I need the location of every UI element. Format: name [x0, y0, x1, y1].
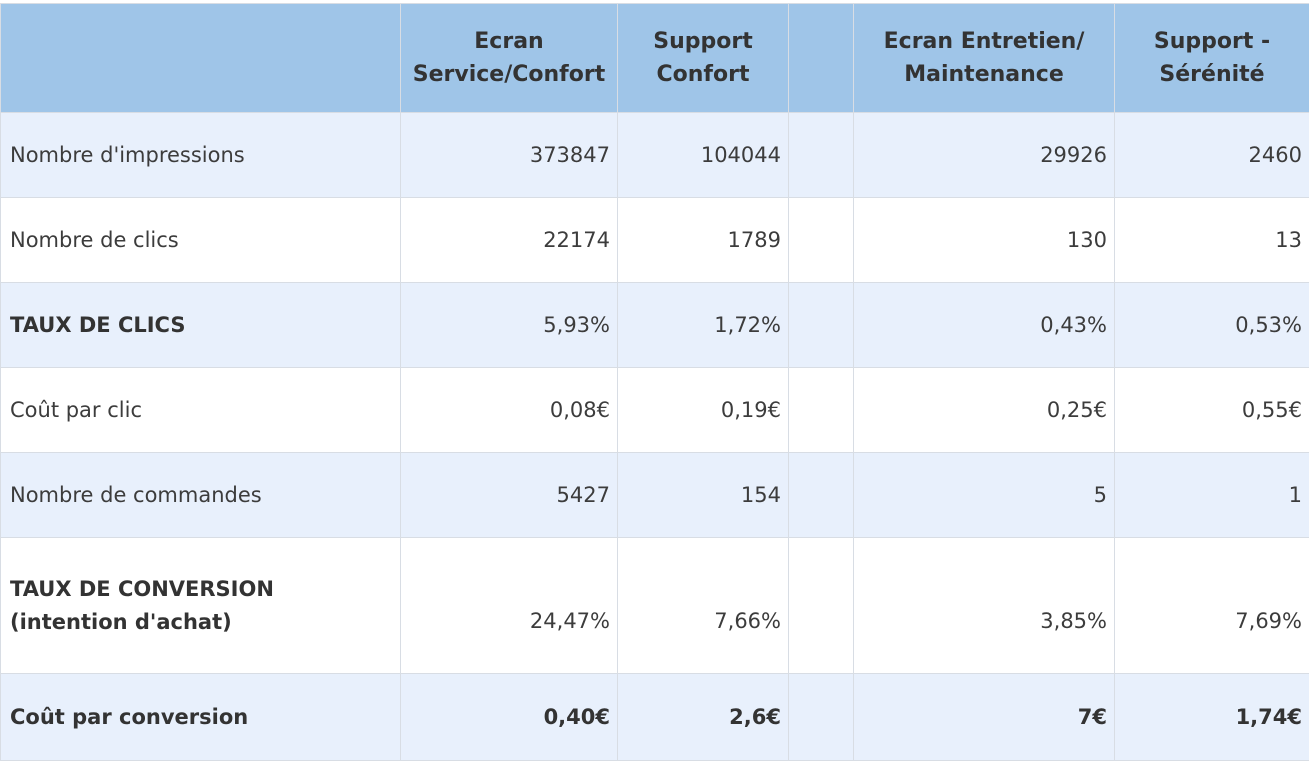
cell-value: 154: [618, 453, 789, 538]
cell-value: 0,55€: [1115, 368, 1309, 453]
row-cout-par-conversion: Coût par conversion 0,40€ 2,6€ 7€ 1,74€: [1, 674, 1309, 761]
row-label: Nombre de clics: [1, 198, 401, 283]
row-commandes: Nombre de commandes 5427 154 5 1: [1, 453, 1309, 538]
cell-value: 1: [1115, 453, 1309, 538]
cell-value: 22174: [401, 198, 618, 283]
row-cout-par-clic: Coût par clic 0,08€ 0,19€ 0,25€ 0,55€: [1, 368, 1309, 453]
cell-value: 0,40€: [401, 674, 618, 761]
cell-value: 7,69%: [1115, 538, 1309, 674]
row-label: Coût par conversion: [1, 674, 401, 761]
cell-value: [789, 538, 854, 674]
header-blank: [789, 4, 854, 113]
cell-value: [789, 453, 854, 538]
cell-value: 29926: [854, 113, 1115, 198]
cell-value: 13: [1115, 198, 1309, 283]
row-taux-de-clics: TAUX DE CLICS 5,93% 1,72% 0,43% 0,53%: [1, 283, 1309, 368]
row-label: Nombre d'impressions: [1, 113, 401, 198]
cell-value: 1789: [618, 198, 789, 283]
cell-value: 1,72%: [618, 283, 789, 368]
cell-value: 0,19€: [618, 368, 789, 453]
cell-value: 1,74€: [1115, 674, 1309, 761]
cell-value: 5,93%: [401, 283, 618, 368]
row-label: TAUX DE CLICS: [1, 283, 401, 368]
cell-value: [789, 113, 854, 198]
cell-value: 0,25€: [854, 368, 1115, 453]
cell-value: 0,53%: [1115, 283, 1309, 368]
cell-value: 130: [854, 198, 1115, 283]
header-support-serenite: Support -Sérénité: [1115, 4, 1309, 113]
cell-value: 373847: [401, 113, 618, 198]
cell-value: [789, 198, 854, 283]
cell-value: 5: [854, 453, 1115, 538]
cell-value: 3,85%: [854, 538, 1115, 674]
row-clics: Nombre de clics 22174 1789 130 13: [1, 198, 1309, 283]
cell-value: 5427: [401, 453, 618, 538]
cell-value: 7,66%: [618, 538, 789, 674]
row-taux-de-conversion: TAUX DE CONVERSION(intention d'achat) 24…: [1, 538, 1309, 674]
row-impressions: Nombre d'impressions 373847 104044 29926…: [1, 113, 1309, 198]
cell-value: [789, 368, 854, 453]
cell-value: [789, 283, 854, 368]
cell-value: 0,43%: [854, 283, 1115, 368]
row-label: Nombre de commandes: [1, 453, 401, 538]
header-empty: [1, 4, 401, 113]
cell-value: 0,08€: [401, 368, 618, 453]
row-label: Coût par clic: [1, 368, 401, 453]
cell-value: 7€: [854, 674, 1115, 761]
row-label: TAUX DE CONVERSION(intention d'achat): [1, 538, 401, 674]
cell-value: 24,47%: [401, 538, 618, 674]
cell-value: 104044: [618, 113, 789, 198]
cell-value: 2,6€: [618, 674, 789, 761]
cell-value: 2460: [1115, 113, 1309, 198]
header-ecran-entretien-maintenance: Ecran Entretien/Maintenance: [854, 4, 1115, 113]
cell-value: [789, 674, 854, 761]
